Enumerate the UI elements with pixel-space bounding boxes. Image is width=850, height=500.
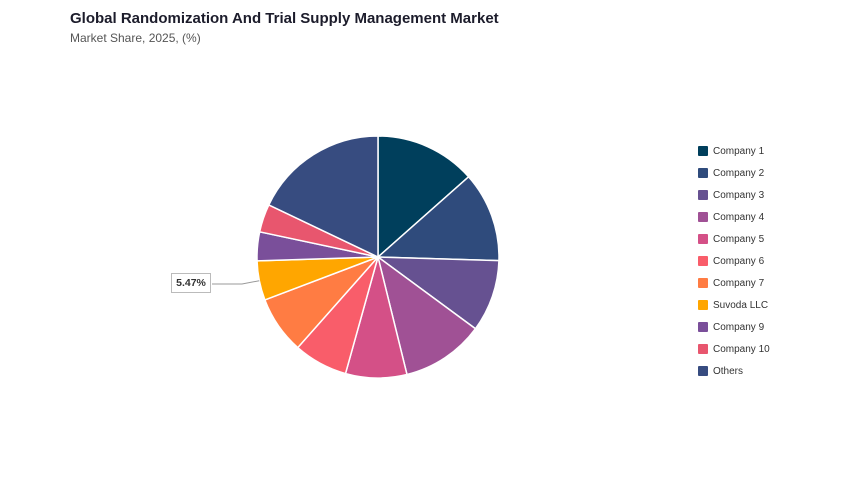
pie-slice-others[interactable] <box>267 135 379 259</box>
legend-label: Others <box>713 365 744 377</box>
legend-swatch <box>698 190 708 200</box>
pie-slice-company-2[interactable] <box>376 175 500 262</box>
legend-item[interactable]: Company 2 <box>698 162 770 184</box>
legend-item[interactable]: Company 1 <box>698 140 770 162</box>
legend-item[interactable]: Suvoda LLC <box>698 294 770 316</box>
legend-label: Company 1 <box>713 145 765 157</box>
legend-swatch <box>698 146 708 156</box>
legend-swatch <box>698 344 708 354</box>
legend-swatch <box>698 256 708 266</box>
legend-swatch <box>698 278 708 288</box>
legend-item[interactable]: Company 9 <box>698 316 770 338</box>
pie-slice-company-4[interactable] <box>376 255 477 376</box>
legend-item[interactable]: Company 6 <box>698 250 770 272</box>
legend-swatch <box>698 168 708 178</box>
chart-legend: Company 1 Company 2 Company 3 Company 4 Comp… <box>698 140 770 382</box>
legend-label: Company 10 <box>713 343 770 355</box>
legend-item[interactable]: Company 3 <box>698 184 770 206</box>
legend-item[interactable]: Others <box>698 360 770 382</box>
legend-item[interactable]: Company 10 <box>698 338 770 360</box>
legend-label: Company 5 <box>713 233 765 245</box>
legend-swatch <box>698 212 708 222</box>
legend-item[interactable]: Company 7 <box>698 272 770 294</box>
legend-swatch <box>698 366 708 376</box>
legend-swatch <box>698 322 708 332</box>
legend-label: Company 2 <box>713 167 765 179</box>
slice-callout-label: 5.47% <box>171 273 211 293</box>
legend-label: Company 9 <box>713 321 765 333</box>
legend-item[interactable]: Company 4 <box>698 206 770 228</box>
legend-label: Company 4 <box>713 211 765 223</box>
chart-title: Global Randomization And Trial Supply Ma… <box>70 10 499 27</box>
legend-label: Company 3 <box>713 189 765 201</box>
legend-label: Company 6 <box>713 255 765 267</box>
pie-slice-company-1[interactable] <box>377 135 470 259</box>
legend-label: Company 7 <box>713 277 765 289</box>
chart-subtitle: Market Share, 2025, (%) <box>70 31 201 45</box>
legend-item[interactable]: Company 5 <box>698 228 770 250</box>
legend-swatch <box>698 234 708 244</box>
callout-leader-line <box>212 280 260 285</box>
legend-swatch <box>698 300 708 310</box>
legend-label: Suvoda LLC <box>713 299 769 311</box>
